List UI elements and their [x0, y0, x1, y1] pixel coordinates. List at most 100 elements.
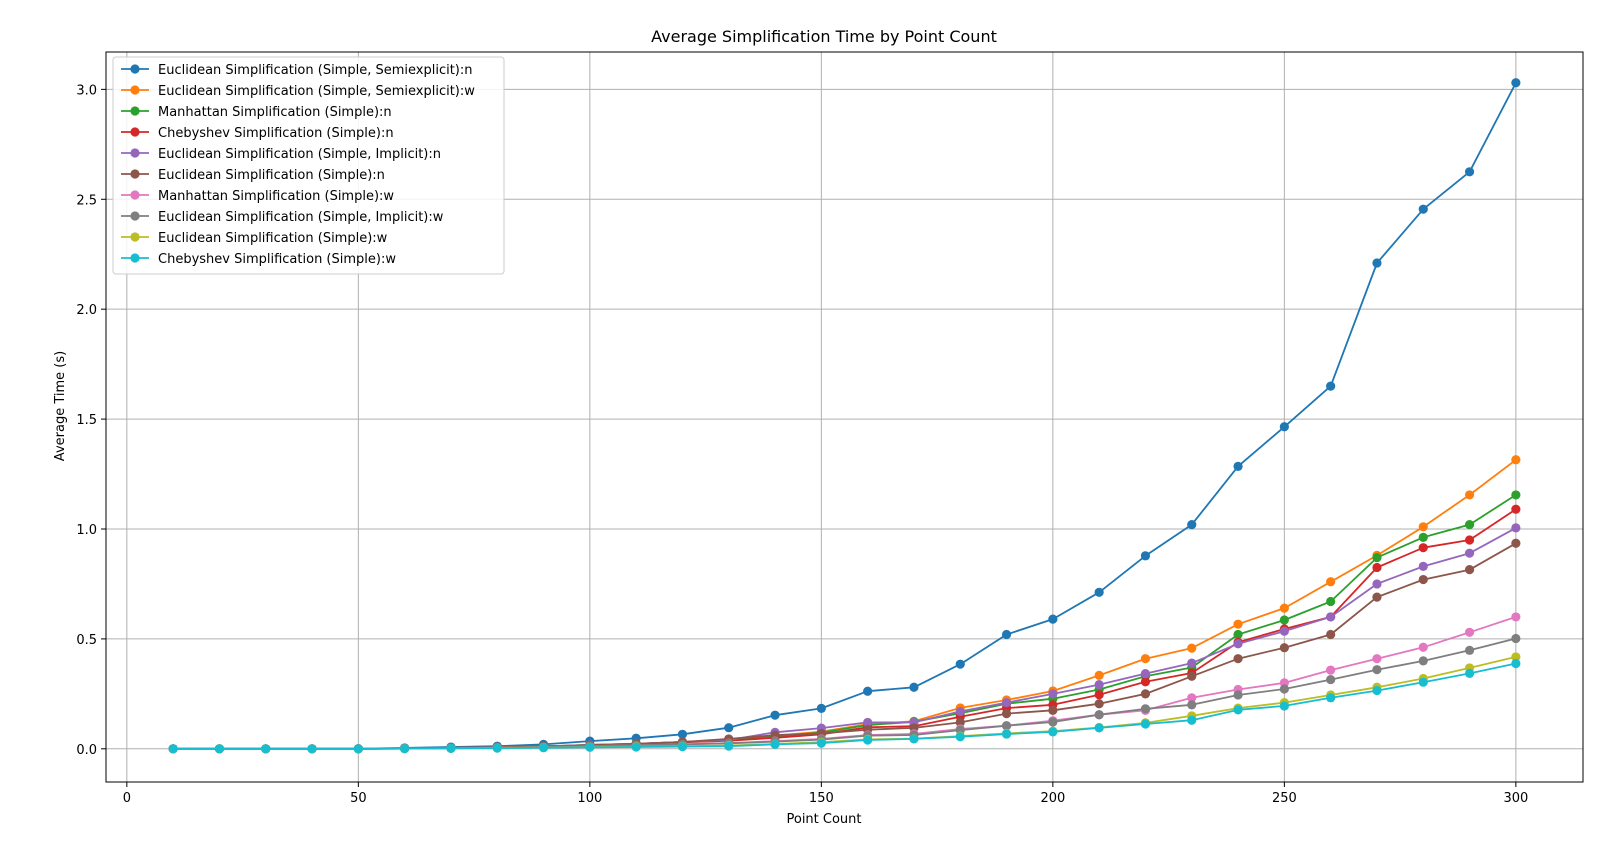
x-tick-label: 250 — [1272, 791, 1297, 806]
data-point — [1326, 577, 1336, 587]
data-point — [1233, 639, 1243, 649]
data-point — [1279, 615, 1289, 625]
data-point — [1001, 709, 1012, 719]
legend-marker — [130, 190, 140, 200]
data-point — [1001, 729, 1012, 739]
legend-marker — [130, 106, 140, 116]
data-point — [585, 742, 595, 752]
data-point — [1140, 719, 1151, 729]
data-point — [1140, 677, 1151, 687]
data-point — [1187, 643, 1197, 653]
data-point — [214, 744, 225, 754]
y-tick-label: 2.0 — [76, 303, 97, 318]
data-point — [1511, 490, 1521, 500]
x-tick-label: 100 — [577, 791, 602, 806]
series-10 — [168, 658, 1521, 754]
data-point — [1187, 715, 1197, 725]
legend-entry: Manhattan Simplification (Simple):w — [121, 189, 394, 204]
data-point — [1140, 669, 1151, 679]
plot-series — [168, 78, 1521, 754]
data-point — [1464, 490, 1475, 500]
data-point — [1418, 532, 1428, 542]
legend-label: Euclidean Simplification (Simple, Semiex… — [158, 84, 475, 99]
legend-entry: Euclidean Simplification (Simple, Semiex… — [121, 63, 473, 78]
data-point — [724, 723, 734, 733]
plot-area-frame — [105, 51, 1584, 783]
data-point — [1372, 665, 1382, 675]
data-point — [1279, 626, 1289, 636]
data-point — [1511, 78, 1521, 88]
data-point — [1233, 461, 1243, 471]
data-point — [1140, 551, 1151, 561]
data-point — [1048, 727, 1058, 737]
data-point — [353, 744, 363, 754]
data-point — [1140, 654, 1151, 664]
x-axis-label: Point Count — [786, 812, 861, 827]
data-point — [400, 743, 410, 754]
data-point — [1094, 670, 1104, 680]
x-tick-label: 50 — [350, 791, 367, 806]
data-point — [1233, 690, 1243, 700]
data-point — [1094, 690, 1104, 700]
data-point — [1464, 548, 1475, 558]
data-point — [1418, 561, 1428, 571]
data-point — [1372, 552, 1382, 563]
data-point — [1418, 522, 1428, 532]
legend-entry: Euclidean Simplification (Simple, Implic… — [121, 147, 441, 162]
data-point — [1464, 627, 1475, 637]
data-point — [909, 682, 919, 692]
data-point — [1326, 674, 1336, 685]
data-point — [1187, 693, 1197, 703]
y-tick-label: 1.0 — [76, 523, 97, 538]
axis-ticks: 0 50 100 150 200 250 300 0.0 0.5 1.0 1.5 2.0 2.5 3.0 — [76, 83, 1528, 806]
data-point — [1001, 698, 1012, 708]
data-point — [909, 734, 919, 744]
data-point — [261, 744, 271, 754]
legend-label: Euclidean Simplification (Simple, Implic… — [158, 210, 444, 225]
data-point — [1094, 723, 1104, 733]
data-point — [677, 742, 688, 752]
data-point — [1372, 685, 1382, 696]
data-point — [770, 710, 780, 720]
legend-label: Euclidean Simplification (Simple):n — [158, 168, 385, 183]
data-point — [1048, 705, 1058, 715]
data-point — [1464, 535, 1475, 545]
data-point — [1511, 633, 1521, 644]
chart-title: Average Simplification Time by Point Cou… — [651, 27, 997, 46]
data-point — [1464, 167, 1475, 177]
x-tick-label: 0 — [123, 791, 131, 806]
data-point — [724, 741, 734, 751]
data-point — [1187, 700, 1197, 710]
data-point — [1187, 671, 1197, 681]
y-tick-label: 1.5 — [76, 413, 97, 428]
data-point — [1511, 504, 1521, 514]
data-point — [1326, 612, 1336, 622]
data-point — [770, 739, 780, 750]
legend-marker — [130, 127, 140, 137]
data-point — [1326, 381, 1336, 391]
data-point — [1094, 680, 1104, 690]
data-point — [1372, 258, 1382, 268]
legend-box — [112, 56, 505, 275]
data-point — [1279, 643, 1289, 653]
data-point — [1187, 519, 1197, 530]
data-point — [1511, 455, 1521, 465]
y-tick-label: 0.0 — [76, 743, 97, 758]
data-point — [1140, 689, 1151, 699]
legend-label: Euclidean Simplification (Simple):w — [158, 231, 388, 246]
data-point — [1001, 721, 1012, 731]
legend-marker — [130, 85, 140, 95]
data-point — [1233, 619, 1243, 629]
data-point — [816, 703, 826, 713]
data-point — [1048, 717, 1058, 727]
legend-entry: Euclidean Simplification (Simple, Implic… — [121, 210, 444, 225]
legend-entry: Chebyshev Simplification (Simple):n — [121, 126, 394, 141]
data-point — [1233, 629, 1243, 640]
data-point — [168, 744, 178, 754]
data-point — [816, 738, 826, 748]
data-point — [1418, 204, 1428, 214]
legend-marker — [130, 148, 140, 158]
legend-entry: Manhattan Simplification (Simple):n — [121, 105, 392, 120]
